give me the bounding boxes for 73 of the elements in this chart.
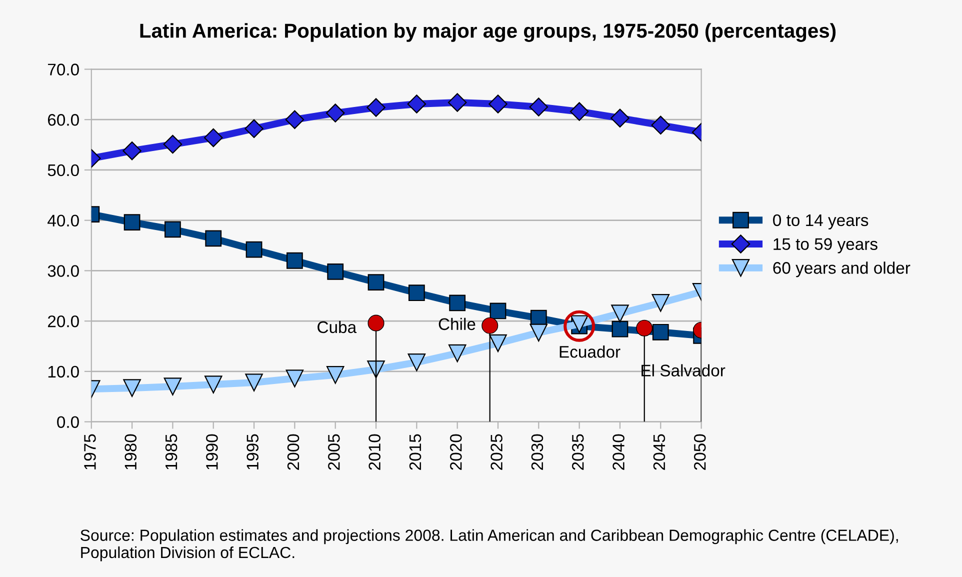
point xyxy=(163,134,182,154)
x-tick-label: 2040 xyxy=(612,434,624,470)
x-tick-label: 2045 xyxy=(653,434,666,470)
point xyxy=(489,334,507,352)
chart-title: Latin America: Population by major age groups, 1975-2050 (percentages) xyxy=(140,23,836,42)
x-tick-label: 2000 xyxy=(287,434,300,470)
y-tick-label: 30.0 xyxy=(48,265,79,277)
y-tick-label: 0.0 xyxy=(57,416,79,428)
point xyxy=(530,324,548,342)
y-tick-label: 20.0 xyxy=(48,315,79,328)
point xyxy=(122,141,142,160)
y-tick-label: 60.0 xyxy=(48,114,79,126)
point xyxy=(246,241,262,258)
point xyxy=(610,108,630,128)
point xyxy=(490,302,506,320)
legend-label: 0 to 14 years xyxy=(773,214,868,230)
x-tick-label: 1985 xyxy=(165,434,178,470)
x-tick-label: 1990 xyxy=(206,434,218,470)
y-tick-label: 10.0 xyxy=(48,366,79,378)
y-tick-label: 40.0 xyxy=(48,214,79,227)
point xyxy=(612,320,628,338)
point xyxy=(124,214,140,231)
y-tick-label: 50.0 xyxy=(48,164,79,176)
point xyxy=(285,110,304,129)
point xyxy=(327,264,344,280)
x-tick-label: 2010 xyxy=(368,434,380,470)
point xyxy=(286,370,304,388)
annotation: Chile xyxy=(438,318,476,330)
point xyxy=(286,252,303,269)
annotation: Cuba xyxy=(318,320,357,334)
source-note: Source: Population estimates and projections 2008. Latin American and Caribbean Demographic Centre (CELADE), Population Division of ECLAC. xyxy=(80,529,898,562)
point xyxy=(368,274,384,290)
point xyxy=(407,94,426,114)
point xyxy=(482,317,498,334)
point xyxy=(636,320,653,336)
x-tick-label: 2035 xyxy=(572,434,584,470)
x-tick-label: 1975 xyxy=(84,434,96,470)
point xyxy=(448,93,467,112)
point xyxy=(368,314,384,332)
point xyxy=(529,98,548,116)
point xyxy=(448,344,466,362)
point xyxy=(123,379,141,397)
point xyxy=(204,128,223,148)
point xyxy=(652,324,669,340)
point xyxy=(204,376,222,394)
point xyxy=(488,94,508,114)
annotation: Ecuador xyxy=(560,346,620,358)
x-tick-label: 2020 xyxy=(450,434,462,470)
x-tick-label: 2015 xyxy=(409,434,422,470)
point xyxy=(326,366,344,384)
x-tick-label: 1995 xyxy=(246,434,259,470)
point xyxy=(164,221,181,238)
point xyxy=(408,353,426,372)
point xyxy=(326,104,345,122)
x-tick-label: 1980 xyxy=(124,434,137,470)
x-tick-label: 2030 xyxy=(531,434,544,470)
y-tick-label: 70.0 xyxy=(48,64,79,76)
x-tick-label: 2050 xyxy=(694,434,706,470)
point xyxy=(164,378,182,396)
point xyxy=(366,98,386,117)
point xyxy=(570,102,589,121)
point xyxy=(205,230,222,247)
legend-label: 15 to 59 years xyxy=(774,238,878,254)
point xyxy=(244,119,264,138)
point xyxy=(651,116,670,135)
legend-label: 60 years and older xyxy=(773,262,910,278)
point xyxy=(611,304,629,322)
x-tick-label: 2005 xyxy=(328,434,340,470)
point xyxy=(245,374,263,392)
point xyxy=(449,294,466,312)
x-tick-label: 2025 xyxy=(490,434,502,470)
point xyxy=(408,284,425,302)
point xyxy=(652,294,670,312)
